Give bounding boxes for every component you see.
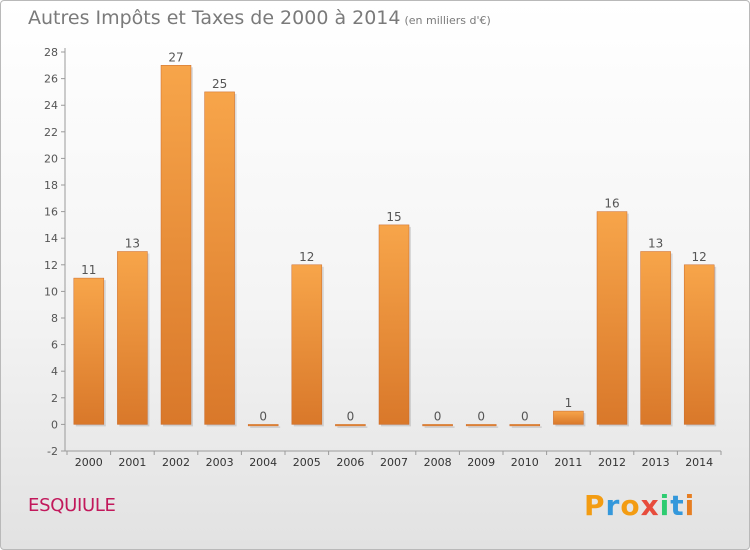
proxiti-logo[interactable]: Proxiti bbox=[584, 489, 695, 522]
logo-letter: t bbox=[670, 489, 685, 522]
chart-title-text: Autres Impôts et Taxes de 2000 à 2014 bbox=[28, 7, 401, 29]
data-label: 12 bbox=[692, 250, 707, 264]
bar-shadow bbox=[511, 426, 542, 428]
logo-letter: i bbox=[684, 489, 696, 522]
y-tick-label: 14 bbox=[44, 232, 58, 245]
y-tick-label: 10 bbox=[44, 285, 58, 298]
bar bbox=[596, 211, 628, 425]
x-tick-label: 2007 bbox=[380, 456, 408, 469]
data-label: 1 bbox=[565, 396, 573, 410]
bar bbox=[291, 264, 323, 425]
y-tick-label: 0 bbox=[51, 418, 58, 431]
x-tick-label: 2014 bbox=[685, 456, 713, 469]
y-tick-label: -2 bbox=[47, 445, 58, 458]
bar bbox=[640, 251, 671, 425]
data-label: 0 bbox=[521, 409, 529, 423]
x-tick-label: 2004 bbox=[249, 456, 277, 469]
bar-shadow bbox=[468, 426, 499, 428]
data-label: 11 bbox=[81, 263, 96, 277]
y-tick-label: 12 bbox=[44, 259, 58, 272]
data-label: 13 bbox=[648, 237, 663, 251]
x-tick-label: 2000 bbox=[75, 456, 103, 469]
bar bbox=[204, 91, 235, 425]
data-label: 16 bbox=[604, 197, 619, 211]
y-tick-label: 26 bbox=[44, 73, 58, 86]
logo-letter: P bbox=[584, 489, 606, 522]
bar bbox=[553, 410, 584, 425]
x-tick-label: 2003 bbox=[206, 456, 234, 469]
town-name: ESQUIULE bbox=[28, 495, 116, 516]
x-tick-label: 2010 bbox=[511, 456, 539, 469]
y-tick-label: 22 bbox=[44, 126, 58, 139]
y-tick-label: 16 bbox=[44, 206, 58, 219]
y-tick-label: 4 bbox=[51, 365, 58, 378]
logo-letter: r bbox=[605, 489, 621, 522]
x-tick-label: 2005 bbox=[293, 456, 321, 469]
data-label: 27 bbox=[168, 50, 183, 64]
y-tick-label: 24 bbox=[44, 99, 58, 112]
bar bbox=[378, 224, 410, 425]
bar bbox=[422, 424, 453, 427]
bar-shadow bbox=[250, 426, 281, 428]
bar bbox=[247, 424, 279, 427]
y-tick-label: 20 bbox=[44, 152, 58, 165]
bar bbox=[465, 424, 497, 427]
x-tick-label: 2002 bbox=[162, 456, 190, 469]
x-tick-label: 2009 bbox=[467, 456, 495, 469]
chart-title: Autres Impôts et Taxes de 2000 à 2014 (en… bbox=[28, 7, 491, 29]
logo-letter: o bbox=[620, 489, 641, 522]
data-label: 13 bbox=[125, 237, 140, 251]
bar bbox=[73, 277, 105, 425]
x-tick-label: 2011 bbox=[554, 456, 582, 469]
chart-unit-label: (en milliers d'€) bbox=[404, 14, 491, 27]
x-tick-label: 2008 bbox=[424, 456, 452, 469]
x-tick-label: 2001 bbox=[118, 456, 146, 469]
y-tick-label: 28 bbox=[44, 46, 58, 59]
bar bbox=[117, 251, 148, 425]
y-tick-label: 8 bbox=[51, 312, 58, 325]
logo-letter: i bbox=[659, 489, 671, 522]
bar-shadow bbox=[337, 426, 368, 428]
bar bbox=[509, 424, 541, 427]
data-label: 0 bbox=[477, 409, 485, 423]
data-label: 0 bbox=[434, 409, 442, 423]
bar-shadow bbox=[424, 426, 455, 428]
y-tick-label: 18 bbox=[44, 179, 58, 192]
data-label: 0 bbox=[347, 409, 355, 423]
bar bbox=[683, 264, 715, 425]
data-label: 12 bbox=[299, 250, 314, 264]
data-label: 25 bbox=[212, 77, 227, 91]
x-tick-label: 2013 bbox=[642, 456, 670, 469]
data-label: 15 bbox=[386, 210, 401, 224]
bars: 11 13 27 25 0 12 0 15 0 0 0 1 16 13 12 bbox=[73, 50, 717, 428]
bar bbox=[160, 65, 192, 425]
logo-letter: x bbox=[640, 489, 660, 522]
data-label: 0 bbox=[259, 409, 267, 423]
x-tick-label: 2006 bbox=[336, 456, 364, 469]
y-tick-label: 6 bbox=[51, 339, 58, 352]
y-tick-label: 2 bbox=[51, 392, 58, 405]
bar bbox=[335, 424, 366, 427]
x-tick-label: 2012 bbox=[598, 456, 626, 469]
